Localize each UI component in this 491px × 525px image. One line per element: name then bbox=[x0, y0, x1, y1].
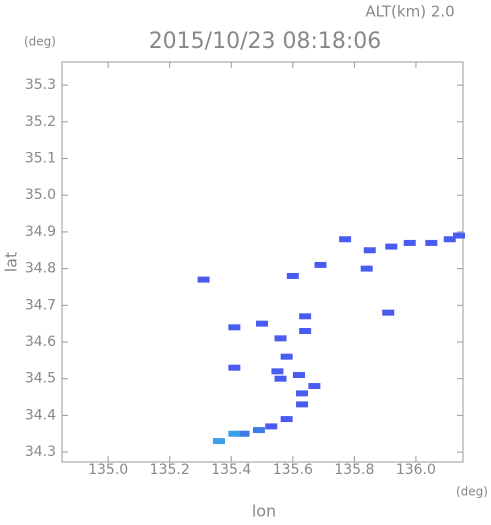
echo-cell bbox=[299, 313, 312, 320]
echo-cell bbox=[452, 232, 465, 239]
echo-cell bbox=[286, 272, 299, 279]
echo-cell bbox=[360, 265, 373, 272]
echo-cell bbox=[274, 375, 287, 382]
y-unit: (deg) bbox=[24, 35, 56, 49]
echo-cell bbox=[274, 335, 287, 342]
y-tick-label: 34.4 bbox=[25, 407, 56, 423]
x-unit: (deg) bbox=[456, 485, 488, 499]
echo-cell bbox=[228, 324, 241, 331]
x-axis-label: lon bbox=[252, 502, 276, 521]
echo-cell bbox=[280, 416, 293, 423]
plot-frame bbox=[61, 61, 464, 463]
echo-cell bbox=[265, 423, 278, 430]
echo-cell bbox=[339, 236, 352, 243]
x-tick-label: 135.4 bbox=[211, 462, 251, 478]
x-tick-label: 135.8 bbox=[334, 462, 374, 478]
y-tick-label: 34.3 bbox=[25, 444, 56, 460]
x-tick-label: 135.2 bbox=[150, 462, 190, 478]
echo-cell bbox=[271, 368, 284, 375]
y-tick-label: 35.3 bbox=[25, 77, 56, 93]
echo-cell bbox=[299, 327, 312, 334]
echo-cell bbox=[425, 239, 438, 246]
y-tick-label: 34.8 bbox=[25, 261, 56, 277]
echo-cell bbox=[385, 243, 398, 250]
y-tick-label: 34.6 bbox=[25, 334, 56, 350]
altitude-label: ALT(km) 2.0 bbox=[365, 3, 454, 21]
echo-cell bbox=[296, 401, 309, 408]
echo-cell bbox=[280, 353, 293, 360]
echo-cell bbox=[308, 383, 321, 390]
y-tick-label: 35.0 bbox=[25, 187, 56, 203]
echo-cell bbox=[252, 427, 265, 434]
echo-cell bbox=[296, 390, 309, 397]
echo-cell bbox=[363, 247, 376, 254]
y-tick-label: 34.9 bbox=[25, 224, 56, 240]
echo-cell bbox=[292, 372, 305, 379]
echo-cell bbox=[403, 239, 416, 246]
y-tick-label: 34.5 bbox=[25, 371, 56, 387]
echo-cell bbox=[237, 430, 250, 437]
x-tick-label: 136.0 bbox=[396, 462, 436, 478]
x-tick-label: 135.0 bbox=[88, 462, 128, 478]
echo-cell bbox=[228, 430, 241, 437]
chart-title: 2015/10/23 08:18:06 bbox=[149, 29, 382, 54]
echo-cell bbox=[443, 236, 456, 243]
y-tick-label: 34.7 bbox=[25, 297, 56, 313]
echo-cell bbox=[228, 364, 241, 371]
x-tick-label: 135.6 bbox=[273, 462, 313, 478]
y-tick-label: 35.2 bbox=[25, 114, 56, 130]
y-axis-label: lat bbox=[2, 252, 21, 273]
y-tick-label: 35.1 bbox=[25, 151, 56, 167]
echo-cell bbox=[256, 320, 269, 327]
echo-cell bbox=[382, 309, 395, 316]
echo-cell bbox=[314, 261, 327, 268]
echo-cell bbox=[212, 438, 225, 445]
echo-cell bbox=[197, 276, 210, 283]
